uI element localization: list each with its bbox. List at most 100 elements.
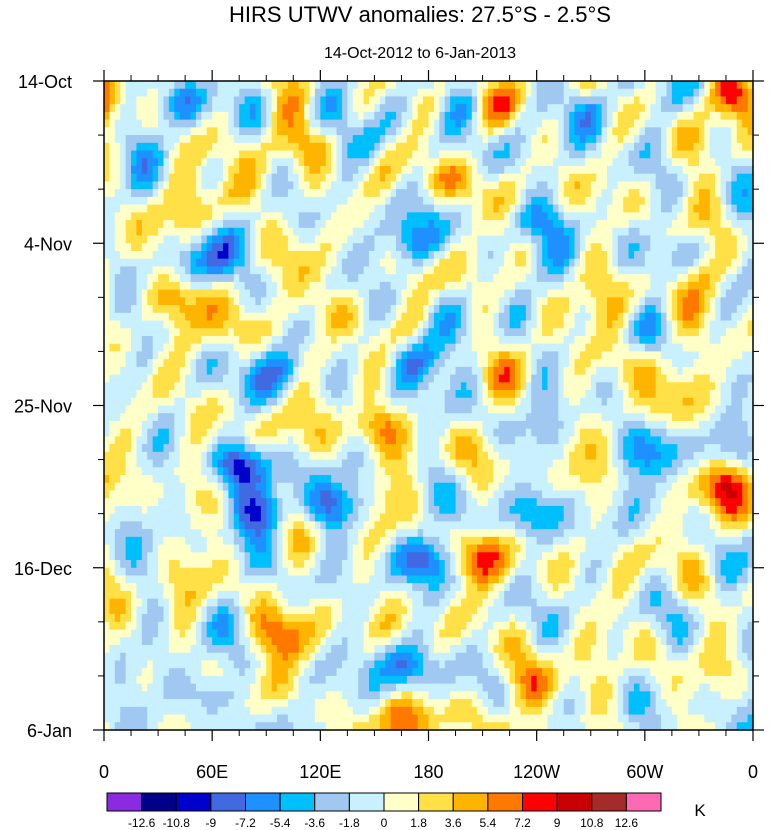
- field-cell: [563, 227, 570, 237]
- field-cell: [152, 227, 159, 237]
- field-cell: [450, 397, 457, 407]
- field-cell: [471, 274, 478, 283]
- field-cell: [374, 181, 381, 190]
- field-cell: [585, 374, 592, 383]
- field-cell: [504, 366, 511, 376]
- field-cell: [547, 212, 554, 221]
- field-cell: [293, 227, 300, 237]
- field-cell: [655, 297, 662, 306]
- field-cell: [125, 397, 132, 407]
- field-cell: [569, 165, 576, 175]
- field-cell: [158, 81, 165, 90]
- field-cell: [304, 359, 311, 368]
- field-cell: [477, 343, 484, 353]
- field-cell: [309, 274, 316, 283]
- field-cell: [347, 135, 354, 144]
- field-cell: [606, 289, 613, 298]
- field-cell: [260, 165, 267, 175]
- field-cell: [385, 351, 392, 360]
- field-cell: [417, 181, 424, 190]
- field-cell: [185, 181, 192, 190]
- field-cell: [563, 119, 570, 128]
- field-cell: [742, 119, 749, 128]
- field-cell: [493, 119, 500, 128]
- field-cell: [352, 266, 359, 275]
- field-cell: [293, 258, 300, 268]
- field-cell: [747, 266, 754, 275]
- field-cell: [152, 189, 159, 198]
- field-cell: [455, 142, 462, 152]
- field-cell: [709, 127, 716, 136]
- field-cell: [606, 88, 613, 98]
- field-cell: [158, 312, 165, 322]
- field-cell: [487, 235, 494, 244]
- field-cell: [525, 266, 532, 275]
- field-cell: [585, 81, 592, 90]
- field-cell: [163, 204, 170, 213]
- field-cell: [358, 81, 365, 90]
- field-cell: [569, 135, 576, 144]
- field-cell: [358, 243, 365, 252]
- field-cell: [596, 289, 603, 298]
- field-cell: [742, 227, 749, 237]
- field-cell: [677, 212, 684, 221]
- field-cell: [352, 243, 359, 252]
- field-cell: [158, 266, 165, 275]
- field-cell: [742, 382, 749, 391]
- field-cell: [352, 165, 359, 175]
- field-cell: [585, 96, 592, 105]
- field-cell: [525, 189, 532, 198]
- field-cell: [293, 111, 300, 121]
- field-cell: [709, 227, 716, 237]
- field-cell: [396, 274, 403, 283]
- field-cell: [152, 158, 159, 167]
- field-cell: [460, 366, 467, 376]
- field-cell: [174, 312, 181, 322]
- field-cell: [736, 127, 743, 136]
- field-cell: [174, 343, 181, 353]
- field-cell: [185, 150, 192, 159]
- field-cell: [450, 266, 457, 275]
- field-cell: [552, 165, 559, 175]
- field-cell: [487, 142, 494, 152]
- field-cell: [304, 351, 311, 360]
- field-cell: [666, 212, 673, 221]
- field-cell: [444, 266, 451, 275]
- field-cell: [590, 212, 597, 221]
- field-cell: [612, 165, 619, 175]
- field-cell: [525, 297, 532, 306]
- field-cell: [693, 366, 700, 376]
- field-cell: [639, 305, 646, 314]
- field-cell: [725, 289, 732, 298]
- field-cell: [623, 235, 630, 244]
- field-cell: [655, 235, 662, 244]
- field-cell: [309, 127, 316, 136]
- field-cell: [509, 165, 516, 175]
- field-cell: [655, 104, 662, 113]
- field-cell: [114, 235, 121, 244]
- field-cell: [341, 81, 348, 90]
- field-cell: [304, 212, 311, 221]
- field-cell: [190, 81, 197, 90]
- field-cell: [369, 397, 376, 407]
- field-cell: [482, 96, 489, 105]
- field-cell: [606, 165, 613, 175]
- field-cell: [174, 88, 181, 98]
- field-cell: [688, 235, 695, 244]
- field-cell: [244, 220, 251, 229]
- field-cell: [341, 366, 348, 376]
- field-cell: [201, 204, 208, 213]
- field-cell: [585, 220, 592, 229]
- field-cell: [601, 382, 608, 391]
- field-cell: [385, 397, 392, 407]
- field-cell: [558, 328, 565, 337]
- field-cell: [531, 328, 538, 337]
- field-cell: [677, 328, 684, 337]
- field-cell: [352, 250, 359, 260]
- field-cell: [466, 374, 473, 383]
- field-cell: [428, 258, 435, 268]
- field-cell: [655, 250, 662, 260]
- field-cell: [628, 266, 635, 275]
- field-cell: [390, 258, 397, 268]
- field-cell: [293, 235, 300, 244]
